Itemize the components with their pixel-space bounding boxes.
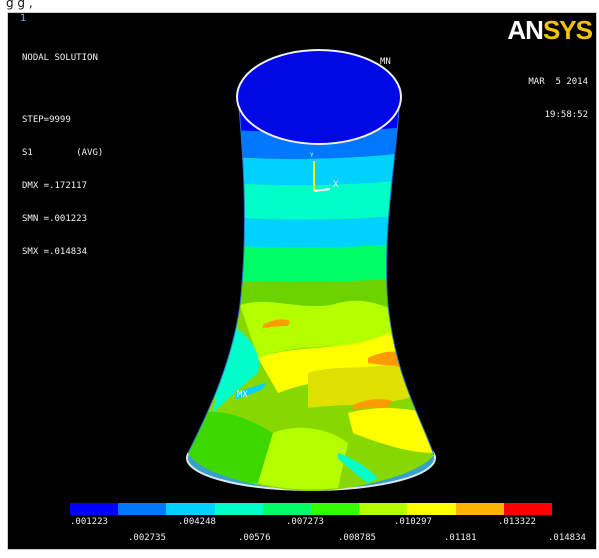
caption-fragment: g g , <box>6 0 33 10</box>
tower-outline <box>187 94 435 456</box>
legend-swatch-9 <box>455 503 504 515</box>
min-marker: MN <box>380 57 391 67</box>
legend-swatch-7 <box>359 503 408 515</box>
axis-x-line <box>313 188 331 192</box>
axis-z-line <box>307 190 315 200</box>
avg-label: (AVG) <box>76 148 104 158</box>
quantity-row: S1 (AVG) <box>22 148 103 159</box>
step-label: STEP=9999 <box>22 115 71 125</box>
legend-swatch-10 <box>503 503 553 515</box>
logo-part-sys: SYS <box>542 15 593 45</box>
smn-label: SMN =.001223 <box>22 214 88 224</box>
solution-info: NODAL SOLUTION STEP=9999 S1 (AVG) DMX =.… <box>22 31 103 280</box>
date-label: MAR 5 2014 <box>528 77 588 87</box>
ansys-logo: ANSYS <box>507 15 593 46</box>
legend-swatch-1 <box>70 503 119 515</box>
logo-part-an: AN <box>507 15 544 45</box>
contour-legend-bar <box>70 503 553 515</box>
solution-title: NODAL SOLUTION <box>22 53 98 63</box>
axis-x-label: X <box>333 180 339 190</box>
graphics-viewport[interactable]: 1 NODAL SOLUTION STEP=9999 S1 (AVG) DMX … <box>7 12 597 550</box>
timestamp-block: MAR 5 2014 19:58:52 <box>528 55 588 143</box>
quantity-label: S1 <box>22 148 33 158</box>
max-marker: MX <box>237 390 248 400</box>
legend-swatch-3 <box>166 503 215 515</box>
axis-y-label: Y <box>310 152 314 159</box>
caption-strip: g g , <box>0 0 599 12</box>
legend-swatch-8 <box>407 503 456 515</box>
tower-top-inner <box>239 52 399 142</box>
dmx-label: DMX =.172117 <box>22 181 88 191</box>
tower-contour-plot <box>186 49 436 491</box>
legend-swatch-4 <box>214 503 263 515</box>
time-label: 19:58:52 <box>544 110 588 120</box>
legend-swatch-2 <box>118 503 167 515</box>
legend-swatch-6 <box>311 503 360 515</box>
legend-swatch-5 <box>262 503 312 515</box>
smx-label: SMX =.014834 <box>22 247 88 257</box>
window-number: 1 <box>20 13 27 24</box>
